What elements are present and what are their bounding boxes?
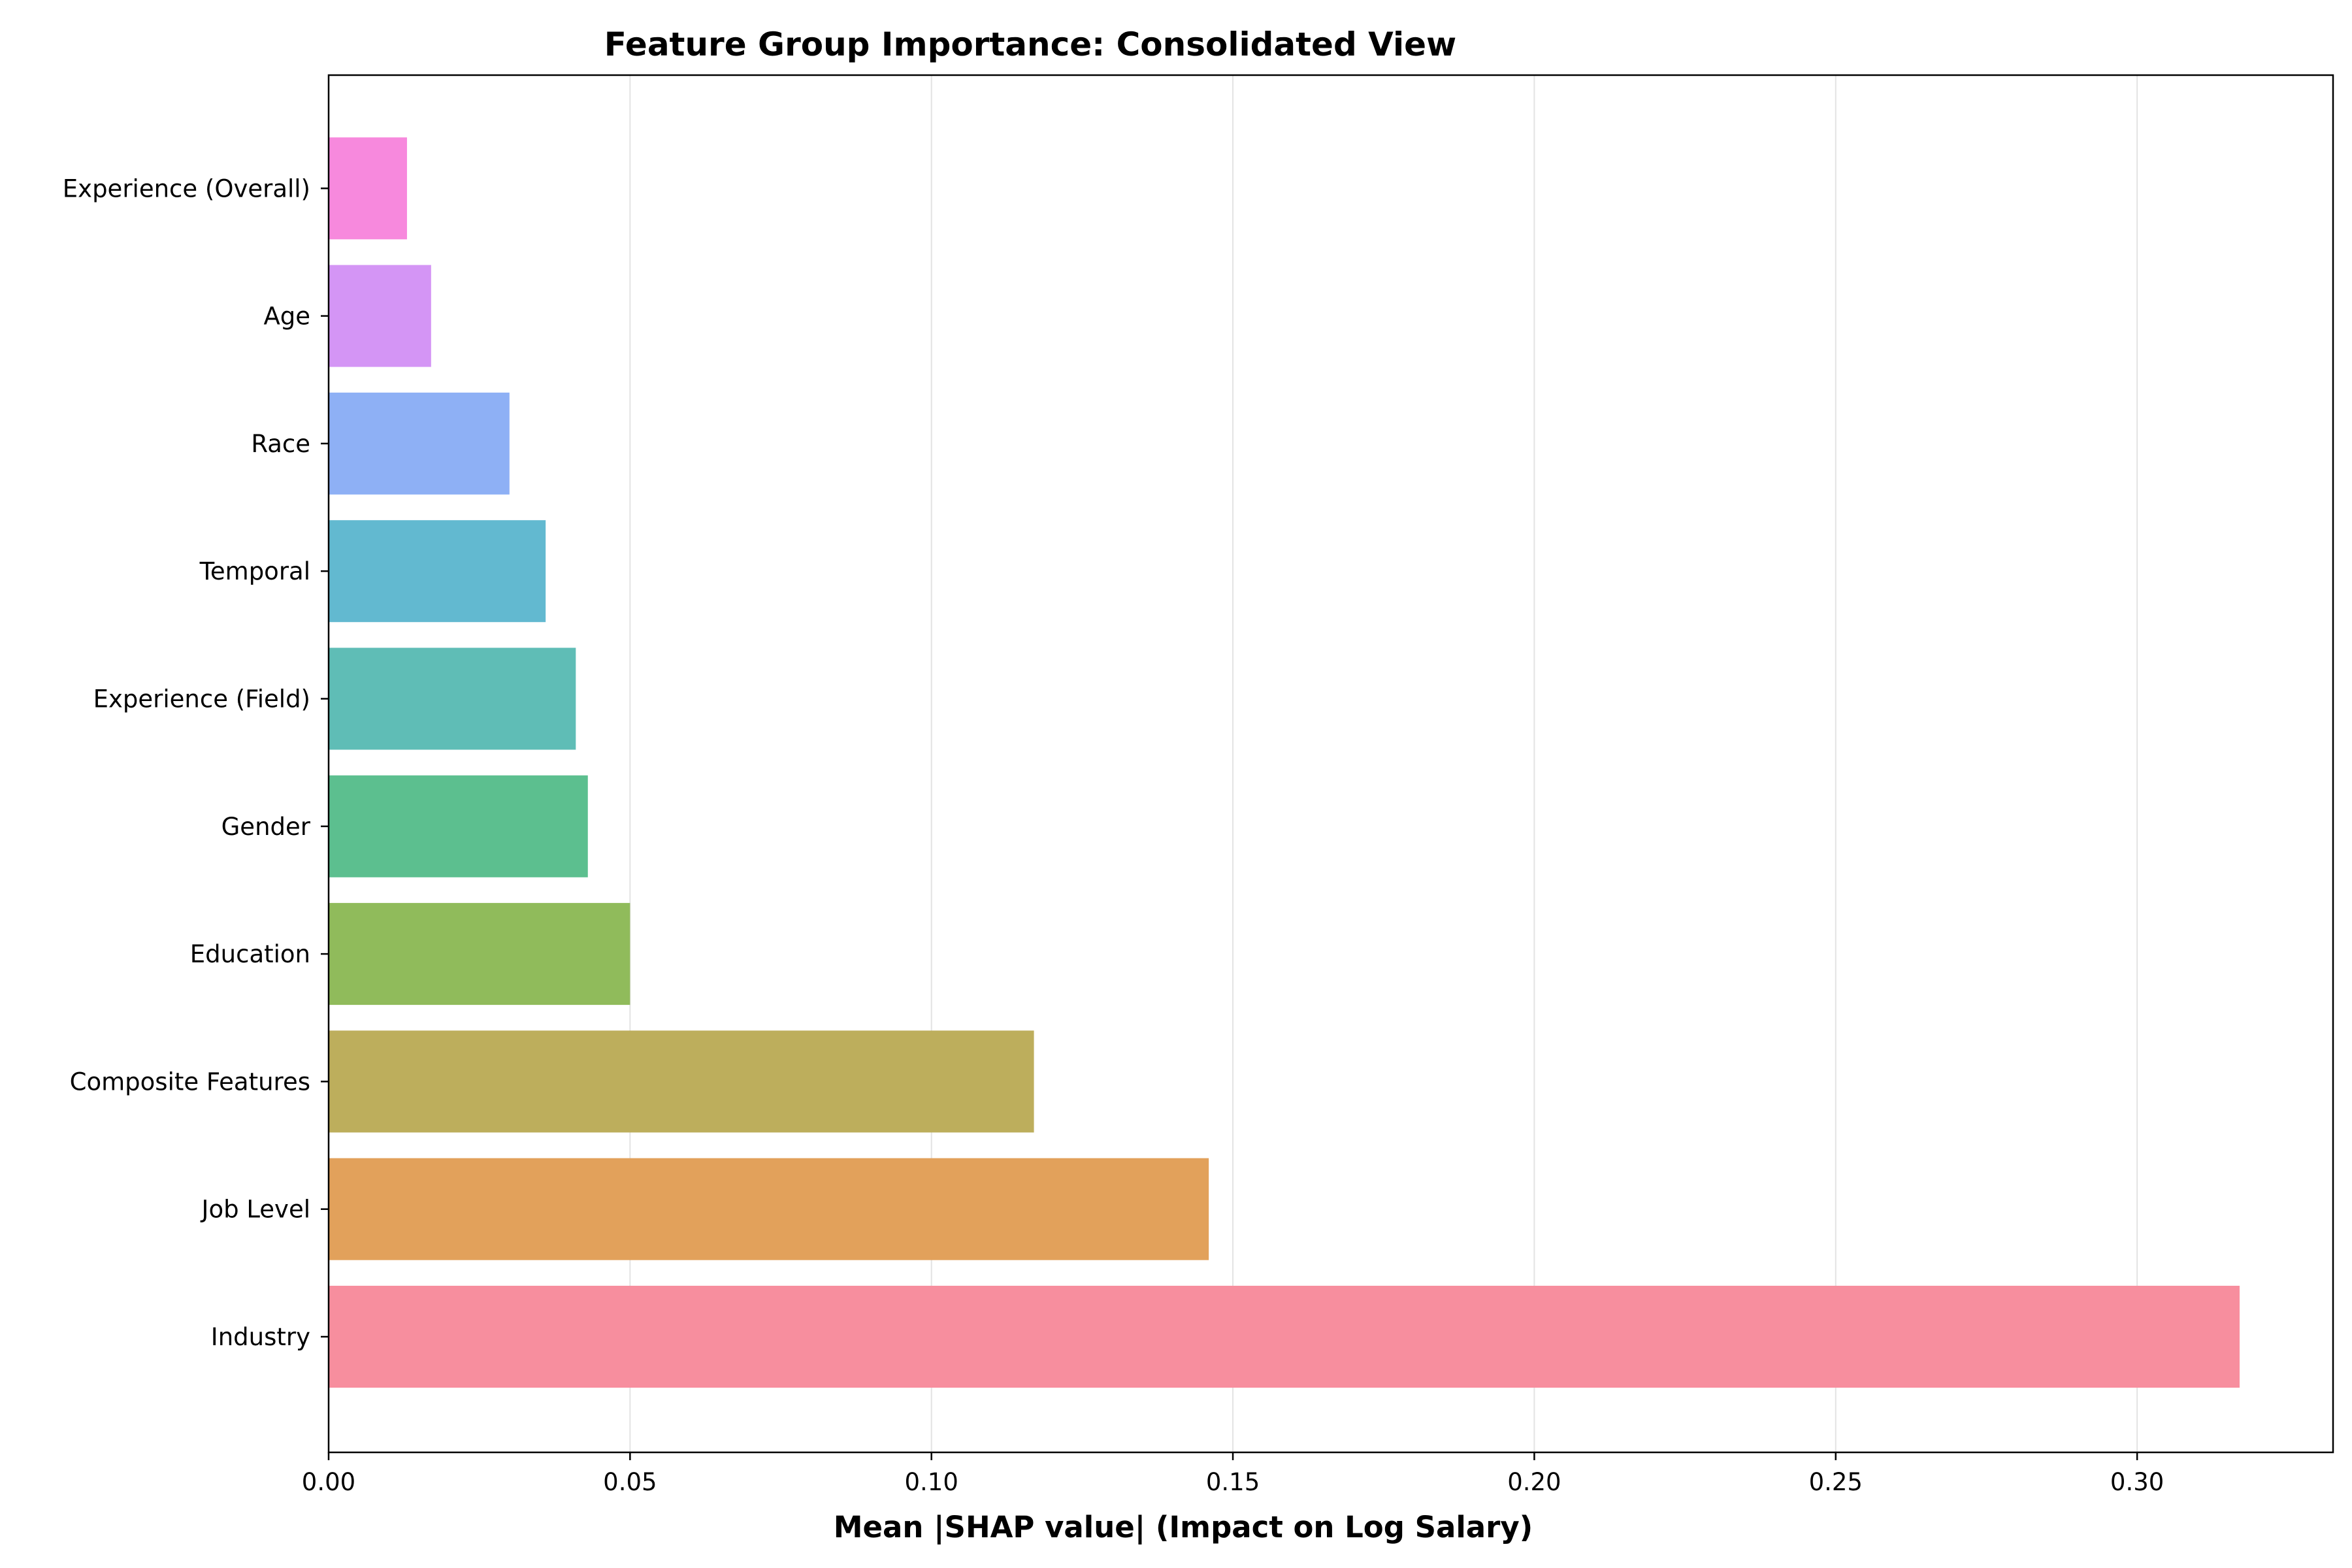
- x-tick-label: 0.00: [302, 1468, 355, 1496]
- y-tick-label: Gender: [221, 813, 311, 841]
- bar: [329, 265, 431, 367]
- y-tick-label: Industry: [211, 1323, 310, 1351]
- plot-frame: [327, 74, 2334, 1454]
- x-tick-label: 0.30: [2110, 1468, 2164, 1496]
- x-axis-ticks: 0.00 0.05 0.10 0.15 0.20 0.25 0.30: [302, 1452, 2164, 1496]
- grid: [328, 75, 2138, 1452]
- y-tick-label: Experience (Field): [93, 685, 310, 713]
- y-tick-label: Job Level: [201, 1196, 310, 1224]
- bars: [329, 137, 2240, 1388]
- bar: [329, 137, 407, 240]
- y-axis-ticks: Industry Job Level Composite Features Educa…: [63, 174, 329, 1351]
- y-tick-label: Experience (Overall): [63, 174, 310, 203]
- bar: [329, 775, 588, 877]
- y-tick-label: Race: [251, 430, 310, 458]
- y-tick-label: Temporal: [199, 557, 310, 585]
- bar: [329, 903, 630, 1005]
- x-tick-label: 0.15: [1206, 1468, 1260, 1496]
- bar: [329, 1158, 1209, 1260]
- bar: [329, 1030, 1034, 1133]
- bar: [329, 392, 510, 495]
- bar: [329, 647, 576, 750]
- bar: [329, 1286, 2240, 1388]
- x-axis-label: Mean |SHAP value| (Impact on Log Salary): [834, 1510, 1533, 1544]
- x-tick-label: 0.25: [1809, 1468, 1863, 1496]
- y-tick-label: Age: [263, 302, 310, 331]
- y-tick-label: Education: [190, 940, 310, 968]
- y-tick-label: Composite Features: [70, 1068, 310, 1096]
- bar: [329, 520, 546, 623]
- x-tick-label: 0.10: [905, 1468, 958, 1496]
- x-tick-label: 0.20: [1507, 1468, 1561, 1496]
- chart-title: Feature Group Importance: Consolidated V…: [604, 25, 1456, 63]
- x-tick-label: 0.05: [603, 1468, 657, 1496]
